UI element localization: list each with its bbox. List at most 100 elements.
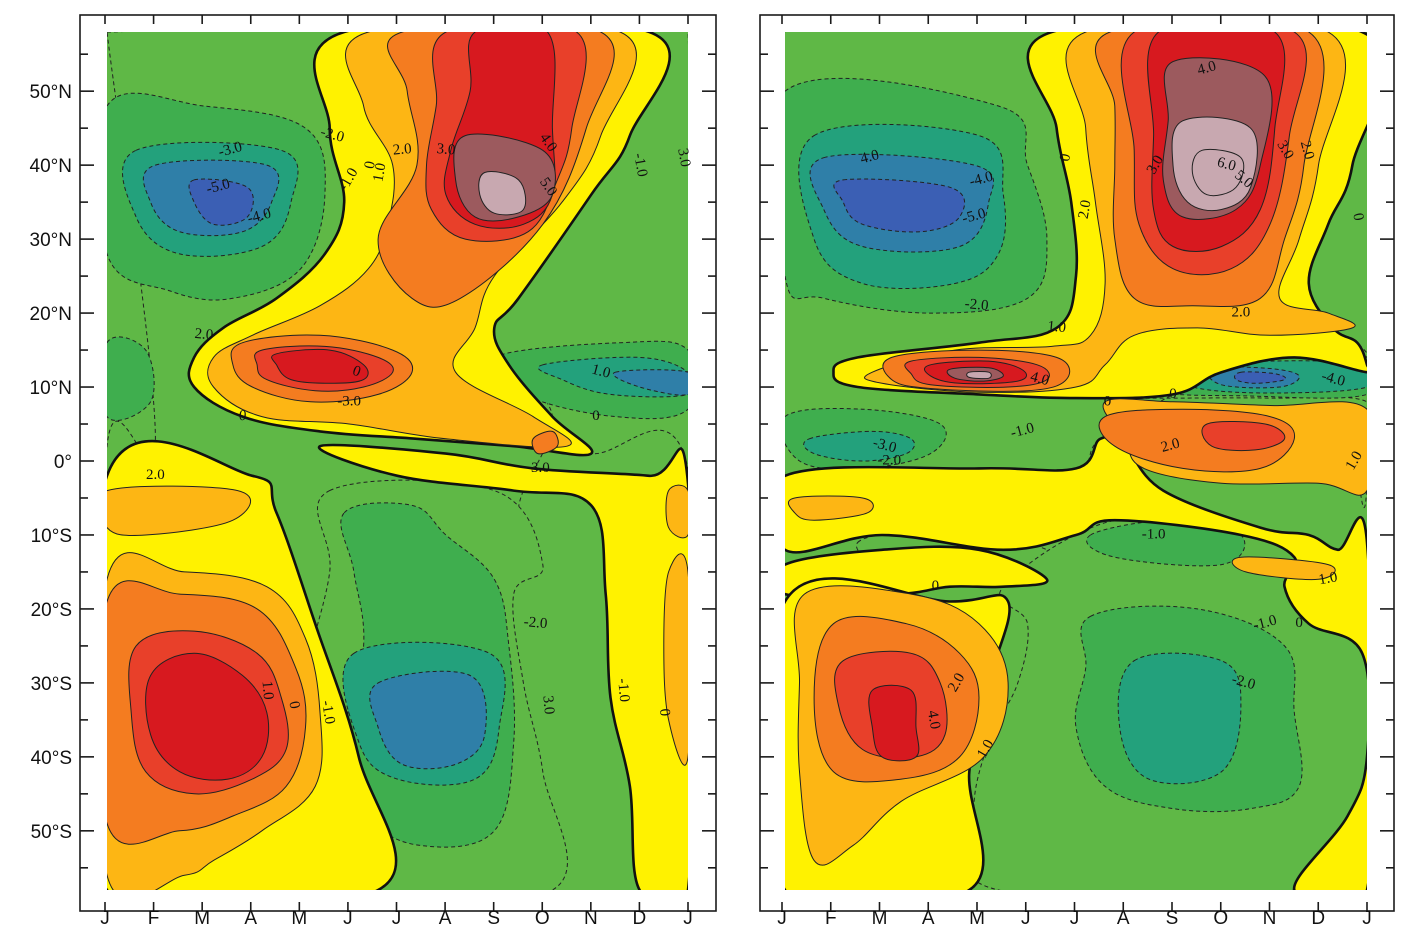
left-contour-region: [478, 171, 527, 216]
left-y-tick-label: 50°N: [30, 82, 72, 103]
left-contour-region: [271, 348, 369, 384]
left-contour-label: 1.0: [370, 162, 389, 183]
right-x-tick-label: S: [1166, 908, 1179, 929]
left-contour-label: -3.0: [217, 139, 244, 161]
right-contour-label: -4.0: [1320, 368, 1347, 390]
left-x-tick-label: M: [291, 908, 307, 929]
left-contour-region: [107, 485, 252, 537]
right-contour-label: -2.0: [877, 452, 901, 468]
left-contour-label: 3.0: [674, 147, 693, 168]
right-y-ticks: [760, 53, 1394, 869]
right-x-tick-label: J: [1021, 908, 1031, 929]
left-contour-region: [531, 430, 559, 455]
left-contour-label: -5.0: [205, 176, 232, 198]
left-x-tick-label: A: [439, 908, 452, 929]
left-x-tick-label: F: [148, 908, 160, 929]
right-contour-label: 1.0: [1317, 569, 1338, 588]
left-contour-region: [369, 670, 487, 770]
right-x-tick-label: F: [825, 908, 837, 929]
left-contour-label: -1.0: [318, 699, 338, 725]
right-x-tick-label: O: [1213, 908, 1228, 929]
right-contour-region: [1231, 556, 1336, 581]
left-contour-label: 0: [362, 160, 379, 170]
right-x-tick-label: J: [1070, 908, 1080, 929]
right-contour-label: 2.0: [1076, 199, 1095, 220]
left-frame: [79, 14, 717, 912]
right-contour-label: -2.0: [1230, 672, 1257, 694]
right-x-tick-label: M: [969, 908, 985, 929]
left-contour-label: -4.0: [246, 206, 273, 228]
left-y-tick-label: 10°N: [30, 378, 72, 399]
right-contour-label: 0: [1169, 386, 1177, 402]
right-x-tick-label: A: [1117, 908, 1130, 929]
left-contour-label: 0: [238, 408, 247, 425]
left-y-tick-label: 20°N: [30, 304, 72, 325]
left-panel: -3.0-5.0-4.0-2.0-1.001.02.0 3.0 4.05.0-1.0…: [30, 14, 717, 929]
right-x-tick-label: D: [1311, 908, 1325, 929]
left-x-tick-label: D: [633, 908, 647, 929]
right-contour-region: [1191, 148, 1245, 197]
right-contour-region: [833, 178, 966, 233]
left-contour-label: -3.0: [337, 393, 361, 409]
left-x-tick-label: N: [584, 908, 598, 929]
left-y-tick-label: 40°S: [31, 748, 72, 769]
left-x-ticks: [104, 15, 689, 911]
right-contour-region: [1234, 371, 1287, 384]
left-y-tick-label: 10°S: [31, 526, 72, 547]
left-contour-label: 2.0: [146, 467, 165, 483]
right-contour-label: -3.0: [871, 435, 898, 457]
right-contour-region: [1117, 652, 1242, 785]
left-x-tick-label: J: [392, 908, 402, 929]
right-field: [785, 32, 1367, 890]
right-contour-label: 2.0: [1297, 139, 1317, 161]
right-contour-label: 0: [932, 578, 940, 594]
left-x-tick-label: J: [343, 908, 353, 929]
right-contour-labels: 4.0-4.0-5.0-2.002.03.04.06.05.03.0 2.002.…: [859, 58, 1367, 761]
right-contour-region: [1086, 519, 1246, 567]
right-x-ticks: [781, 15, 1368, 911]
right-contour-label: 4.0: [859, 147, 881, 167]
left-contour-labels: -3.0-5.0-4.0-2.0-1.001.02.0 3.0 4.05.0-1.0…: [146, 124, 693, 725]
left-x-tick-label: M: [194, 908, 210, 929]
right-x-tick-label: J: [1362, 908, 1372, 929]
right-contour-label: 4.0: [924, 709, 943, 730]
left-x-tick-label: S: [487, 908, 500, 929]
left-y-tick-label: 20°S: [31, 600, 72, 621]
left-contour-label: -1.0: [630, 152, 650, 178]
left-contour-label: 3.0: [436, 141, 456, 159]
left-contour-label: 0: [285, 700, 302, 710]
left-contour-label: -2.0: [523, 614, 548, 632]
left-y-tick-label: 0°: [54, 452, 72, 473]
right-contour-label: 6.0: [1215, 154, 1237, 174]
right-contour-label: 0: [1349, 212, 1366, 222]
right-contour-label: -1.0: [1009, 420, 1036, 442]
left-y-tick-label: 40°N: [30, 156, 72, 177]
left-contour-region: [107, 336, 155, 421]
right-contour-label: -4.0: [968, 169, 995, 191]
right-contour-region: [787, 495, 874, 521]
right-contour-label: -5.0: [960, 206, 987, 228]
left-field: [107, 32, 688, 890]
right-contour-label: 1.0: [1047, 319, 1067, 337]
left-y-tick-label: 30°S: [31, 674, 72, 695]
left-contour-label: 2.0: [392, 141, 412, 159]
right-x-tick-label: J: [777, 908, 787, 929]
left-y-tick-label: 30°N: [30, 230, 72, 251]
right-contour-label: 2.0: [1232, 305, 1251, 321]
left-contour-region: [188, 178, 254, 226]
right-contour-label: 0: [1104, 393, 1112, 409]
left-contour-label: 1.0: [590, 362, 612, 382]
right-panel: 4.0-4.0-5.0-2.002.03.04.06.05.03.0 2.002.…: [759, 14, 1395, 929]
left-contour-region: [145, 652, 270, 781]
left-x-tick-label: J: [100, 908, 110, 929]
left-contour-label: 1.0: [259, 680, 277, 700]
right-x-tick-label: M: [872, 908, 888, 929]
left-contour-label: 3.0: [531, 460, 550, 476]
right-contour-label: 0: [1295, 615, 1303, 631]
left-contour-region: [665, 484, 688, 539]
right-contour-label: -1.0: [1251, 612, 1278, 634]
left-x-tick-label: O: [535, 908, 550, 929]
left-contour-label: 0: [656, 708, 673, 717]
left-y-tick-labels: 50°N 40°N 30°N 20°N 10°N 0° 10°S 20°S 30°S 40°S 50…: [30, 82, 72, 843]
